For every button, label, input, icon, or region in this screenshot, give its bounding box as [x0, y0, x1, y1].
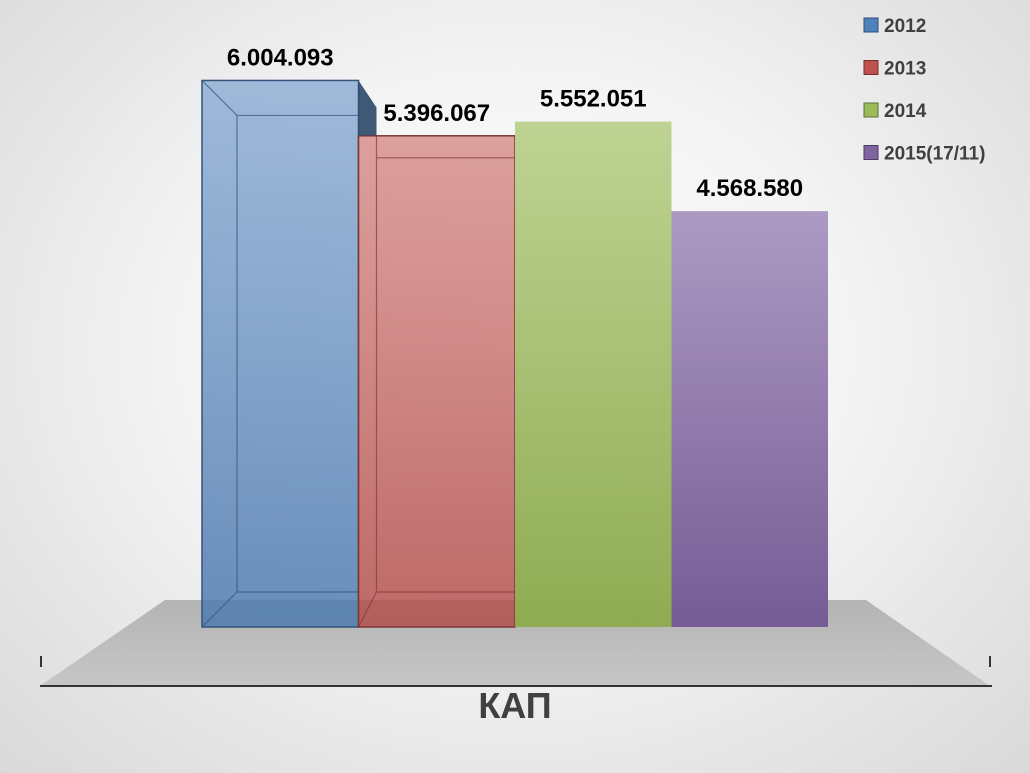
legend-label-2015-17-11: 2015(17/11): [884, 144, 985, 165]
legend-label-2014: 2014: [884, 101, 927, 122]
bar-2013: [357, 135, 516, 628]
legend-label-2012: 2012: [884, 16, 926, 37]
bar-2014: [515, 121, 672, 627]
data-label-2013: 5.396.067: [383, 100, 490, 127]
bar-2015-17-11: [671, 211, 828, 627]
legend-label-2013: 2013: [884, 59, 926, 80]
bars-layer: [201, 79, 828, 628]
data-label-2012: 6.004.093: [227, 44, 334, 71]
category-label: КАП: [478, 685, 551, 726]
legend-swatch-2015-17-11: [863, 145, 879, 160]
data-label-2015-17-11: 4.568.580: [696, 175, 803, 202]
data-labels-layer: 6.004.093 5.396.067 5.552.051 4.568.580: [227, 44, 803, 202]
legend: 2012 2013 2014 2015(17/11): [863, 16, 985, 165]
legend-swatch-2014: [863, 102, 879, 118]
bar-2012-side-face: [358, 80, 377, 136]
bar-2012-depth-edges: [201, 80, 359, 628]
data-label-2014: 5.552.051: [540, 86, 647, 113]
legend-swatch-2013: [863, 60, 879, 75]
bar-2012: [201, 79, 360, 628]
bar-2013-depth-edges: [357, 135, 515, 628]
legend-swatch-2012: [863, 17, 879, 33]
